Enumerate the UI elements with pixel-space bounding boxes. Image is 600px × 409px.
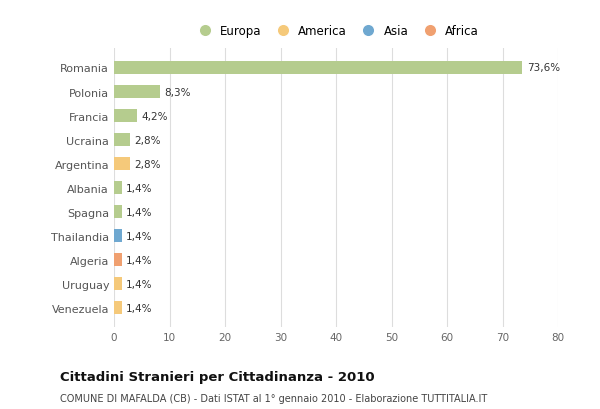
Legend: Europa, America, Asia, Africa: Europa, America, Asia, Africa [190,22,482,42]
Text: 2,8%: 2,8% [134,135,160,145]
Text: 1,4%: 1,4% [126,255,153,265]
Text: 4,2%: 4,2% [142,111,168,121]
Bar [114,134,130,147]
Bar [114,157,130,171]
Bar [114,254,122,267]
Bar [114,205,122,219]
Bar [114,110,137,123]
Text: 1,4%: 1,4% [126,183,153,193]
Text: 8,3%: 8,3% [164,87,191,97]
Text: COMUNE DI MAFALDA (CB) - Dati ISTAT al 1° gennaio 2010 - Elaborazione TUTTITALIA: COMUNE DI MAFALDA (CB) - Dati ISTAT al 1… [60,393,487,403]
Text: 2,8%: 2,8% [134,159,160,169]
Text: 1,4%: 1,4% [126,207,153,217]
Bar [114,86,160,99]
Bar [114,182,122,195]
Bar [114,62,523,75]
Bar [114,301,122,315]
Text: Cittadini Stranieri per Cittadinanza - 2010: Cittadini Stranieri per Cittadinanza - 2… [60,370,374,383]
Text: 1,4%: 1,4% [126,279,153,289]
Text: 1,4%: 1,4% [126,231,153,241]
Text: 1,4%: 1,4% [126,303,153,313]
Text: 73,6%: 73,6% [527,63,560,73]
Bar [114,277,122,290]
Bar [114,229,122,243]
